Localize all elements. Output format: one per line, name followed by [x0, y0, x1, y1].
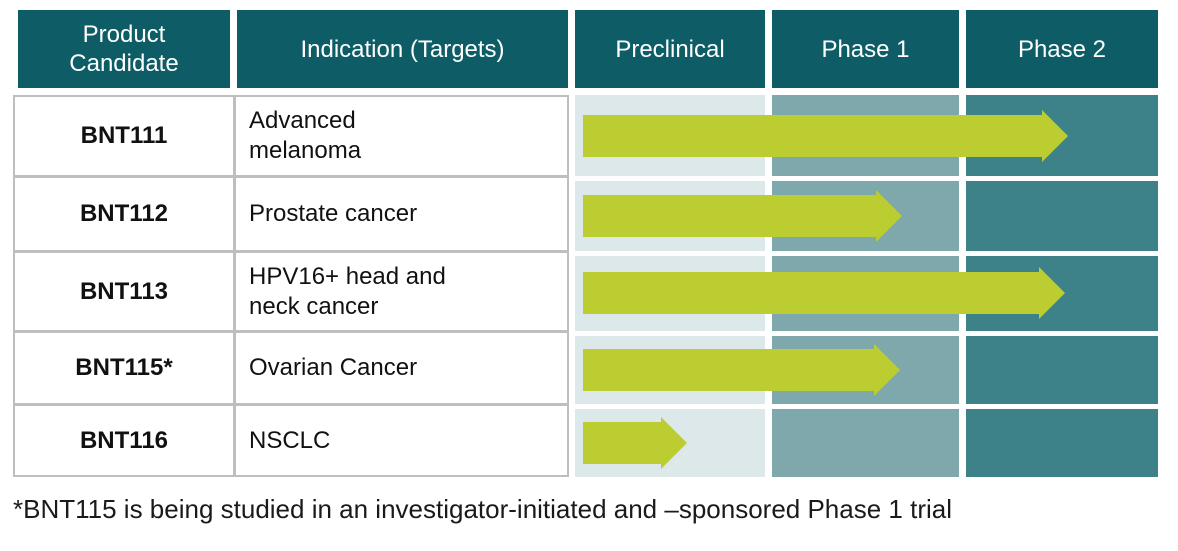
arrow-body	[583, 422, 661, 464]
indication-cell: NSCLC	[249, 426, 331, 454]
progress-arrow-bnt111	[583, 110, 1068, 162]
header-phase-2: Phase 2	[966, 10, 1158, 88]
indication-cell: Advanced melanoma	[249, 107, 362, 164]
phase-cell-phase1	[772, 409, 959, 477]
arrow-head-icon	[874, 344, 900, 396]
phase-cell-phase2	[966, 181, 1158, 251]
progress-arrow-bnt115	[583, 344, 900, 396]
footnote: *BNT115 is being studied in an investiga…	[13, 494, 952, 524]
indication-cell: Prostate cancer	[249, 200, 418, 227]
product-cell: BNT111	[15, 97, 236, 175]
arrow-head-icon	[876, 190, 902, 242]
table-row: BNT115* Ovarian Cancer	[15, 333, 567, 406]
header-phase-preclinical: Preclinical	[575, 10, 765, 88]
progress-arrow-bnt113	[583, 267, 1065, 319]
arrow-head-icon	[1042, 110, 1068, 162]
arrow-head-icon	[661, 417, 687, 469]
indication-cell: Ovarian Cancer	[249, 354, 418, 381]
product-cell: BNT115*	[15, 333, 236, 403]
header-product-candidate: Product Candidate	[18, 10, 230, 88]
table-row: BNT116 NSCLC	[15, 406, 567, 475]
progress-arrow-bnt116	[583, 417, 687, 469]
arrow-body	[583, 272, 1039, 314]
progress-arrow-bnt112	[583, 190, 902, 242]
candidate-indication-table: BNT111 Advanced melanoma BNT112 Prostate…	[13, 95, 569, 477]
indication-cell: HPV16+ head and neck cancer	[249, 262, 446, 320]
header-indication: Indication (Targets)	[237, 10, 568, 88]
product-cell: BNT116	[15, 406, 236, 475]
phase-cell-phase2	[966, 409, 1158, 477]
arrow-body	[583, 195, 876, 237]
table-row: BNT113 HPV16+ head and neck cancer	[15, 253, 567, 333]
product-cell: BNT112	[15, 178, 236, 250]
arrow-body	[583, 349, 874, 391]
header-phase-1: Phase 1	[772, 10, 959, 88]
phase-cell-phase2	[966, 336, 1158, 404]
product-cell: BNT113	[15, 253, 236, 330]
table-row: BNT111 Advanced melanoma	[15, 97, 567, 178]
table-row: BNT112 Prostate cancer	[15, 178, 567, 253]
arrow-body	[583, 115, 1042, 157]
arrow-head-icon	[1039, 267, 1065, 319]
